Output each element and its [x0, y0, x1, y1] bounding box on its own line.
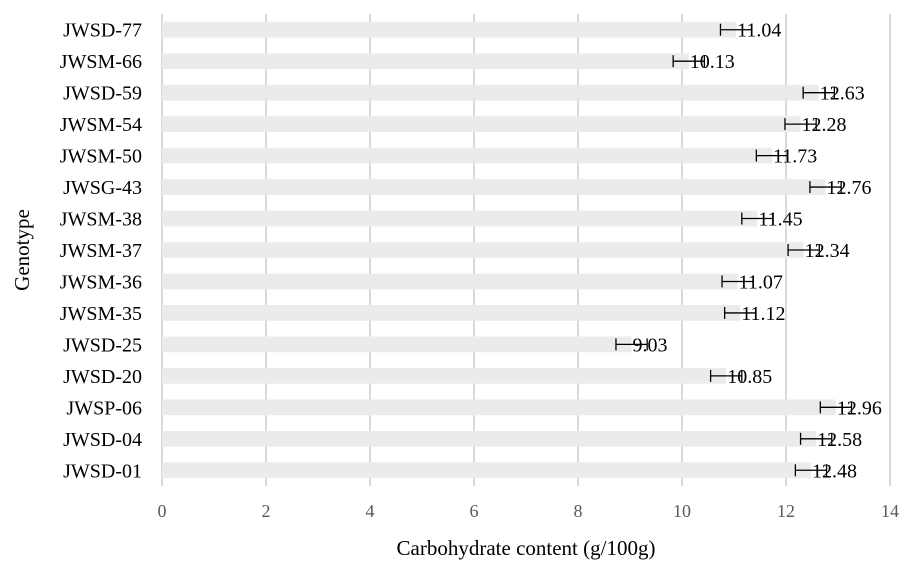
x-tick-label: 12: [777, 501, 795, 521]
category-label: JWSD-20: [63, 366, 142, 388]
category-label: JWSG-43: [63, 177, 142, 199]
bar: [162, 53, 689, 70]
x-tick-label: 4: [366, 501, 375, 521]
error-bar: [741, 212, 774, 225]
error-bars: [615, 23, 853, 477]
category-label: JWSM-37: [60, 240, 142, 262]
data-label: 12.76: [827, 177, 872, 199]
x-tick-label: 0: [158, 501, 167, 521]
data-label: 9.03: [633, 334, 668, 356]
bar: [162, 305, 741, 321]
x-tick-label: 8: [574, 501, 583, 521]
bar: [162, 210, 758, 227]
category-labels: JWSD-77 JWSM-66 JWSD-59 JWSM-54 JWSM-50 JWSG-…: [60, 20, 142, 483]
bar: [162, 399, 836, 416]
data-label: 12.34: [805, 240, 850, 262]
category-label: JWSD-59: [63, 83, 142, 105]
error-bar: [802, 86, 836, 99]
error-bar: [819, 401, 853, 414]
data-label: 11.12: [741, 303, 785, 325]
category-label: JWSM-35: [60, 303, 142, 325]
bar: [162, 273, 738, 290]
bar: [162, 147, 772, 164]
data-label: 12.63: [820, 83, 865, 105]
x-tick-label: 10: [673, 501, 691, 521]
data-label: 11.04: [737, 20, 781, 42]
category-label: JWSD-04: [63, 429, 142, 451]
bar: [162, 462, 811, 479]
bar: [162, 21, 737, 38]
error-bar: [615, 338, 648, 351]
data-label: 10.85: [727, 366, 772, 388]
data-label: 11.07: [739, 271, 783, 293]
x-axis-title: Carbohydrate content (g/100g): [397, 536, 656, 560]
error-bar: [787, 244, 820, 256]
bar: [162, 430, 817, 447]
x-tick-label: 6: [470, 501, 479, 521]
category-label: JWSD-01: [63, 460, 142, 482]
data-label: 11.45: [758, 209, 802, 231]
bar: [162, 242, 804, 258]
category-label: JWSM-36: [60, 271, 142, 293]
data-label: 12.58: [817, 429, 862, 451]
error-bar: [721, 275, 754, 288]
data-label: 11.73: [773, 146, 817, 168]
error-bar: [799, 432, 833, 445]
category-label: JWSM-66: [60, 51, 142, 73]
data-label: 12.28: [802, 114, 847, 136]
data-label: 10.13: [690, 51, 735, 73]
category-label: JWSD-77: [63, 20, 142, 42]
bar: [162, 84, 819, 101]
error-bar: [723, 306, 757, 319]
error-bar: [672, 55, 706, 68]
bar: [162, 116, 801, 132]
category-label: JWSP-06: [66, 397, 142, 419]
error-bar: [809, 181, 842, 194]
category-label: JWSD-25: [63, 334, 142, 356]
error-bar: [755, 149, 789, 162]
x-tick-labels: 0 2 4 6 8 10 12 14: [158, 501, 900, 521]
category-label: JWSM-54: [60, 114, 142, 136]
category-label: JWSM-38: [60, 209, 142, 231]
x-tick-label: 2: [262, 501, 271, 521]
bar: [162, 179, 826, 195]
y-axis-title: Genotype: [10, 209, 34, 291]
bars: [162, 21, 836, 479]
error-bar: [719, 23, 753, 36]
category-label: JWSM-50: [60, 146, 142, 168]
bar: [162, 368, 727, 384]
data-label: 12.48: [812, 460, 857, 482]
error-bar: [784, 118, 817, 131]
error-bar: [709, 369, 743, 382]
bar: [162, 336, 632, 353]
data-label: 12.96: [837, 397, 882, 419]
error-bar: [794, 464, 828, 477]
x-tick-label: 14: [881, 501, 899, 521]
